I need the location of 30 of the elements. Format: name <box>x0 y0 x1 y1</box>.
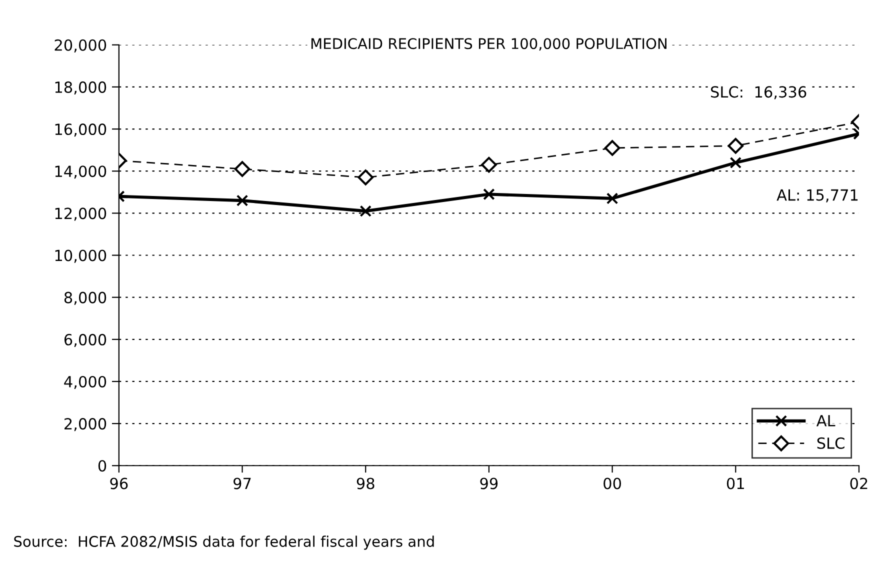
x-tick-label: 01 <box>726 478 744 490</box>
annotation: SLC: 16,336 <box>710 86 806 100</box>
point <box>481 156 497 173</box>
x-tick-label: 97 <box>234 478 251 490</box>
point <box>358 169 374 186</box>
source-note: Source: HCFA 2082/MSIS data for federal fiscal years and <box>14 536 434 550</box>
point <box>360 205 372 217</box>
x-tick-label: 02 <box>850 478 868 490</box>
x-tick-label: 96 <box>110 478 128 490</box>
y-tick-label: 14,000 <box>55 166 106 179</box>
point <box>606 192 618 204</box>
y-tick-label: 2,000 <box>64 418 106 432</box>
x-tick-label: 00 <box>604 478 621 490</box>
y-tick-label: 0 <box>98 460 106 472</box>
point <box>604 140 620 156</box>
legend-label: SLC <box>817 437 844 449</box>
y-tick-label: 10,000 <box>55 250 106 263</box>
x-tick-label: 98 <box>356 478 374 490</box>
y-tick-label: 16,000 <box>55 123 106 137</box>
y-tick-label: 12,000 <box>55 208 106 221</box>
y-tick-label: 6,000 <box>64 334 106 347</box>
y-tick-label: 8,000 <box>64 292 106 305</box>
y-tick-label: 18,000 <box>55 81 106 95</box>
y-tick-label: 4,000 <box>64 376 106 390</box>
legend-label: AL <box>816 415 836 426</box>
x-tick-label: 99 <box>480 478 498 490</box>
annotation: AL: 15,771 <box>776 189 858 202</box>
point <box>483 188 495 200</box>
chart-title: MEDICAID RECIPIENTS PER 100,000 POPULATION <box>311 38 666 51</box>
y-tick-label: 20,000 <box>54 39 106 52</box>
